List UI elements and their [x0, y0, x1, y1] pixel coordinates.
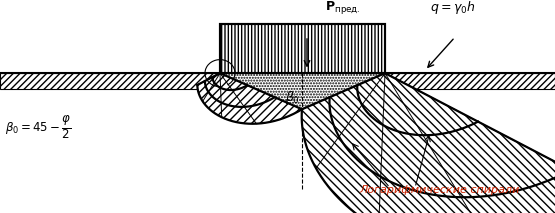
Polygon shape [302, 73, 555, 213]
Polygon shape [220, 73, 385, 109]
Text: $\beta_0$: $\beta_0$ [285, 89, 300, 106]
Text: Логарифмические спирали: Логарифмические спирали [360, 185, 520, 195]
Polygon shape [198, 73, 302, 124]
Polygon shape [198, 73, 302, 124]
Bar [220, 24, 385, 73]
Bar [220, 24, 385, 73]
Text: $q = \gamma_0 h$: $q = \gamma_0 h$ [430, 0, 476, 16]
Bar [0, 73, 555, 89]
Text: $\beta_0 = 45 - \dfrac{\varphi}{2}$: $\beta_0 = 45 - \dfrac{\varphi}{2}$ [5, 114, 72, 141]
Polygon shape [302, 73, 555, 213]
Text: $\mathbf{P}_{\mathbf{\text{пред.}}}$: $\mathbf{P}_{\mathbf{\text{пред.}}}$ [325, 0, 361, 16]
